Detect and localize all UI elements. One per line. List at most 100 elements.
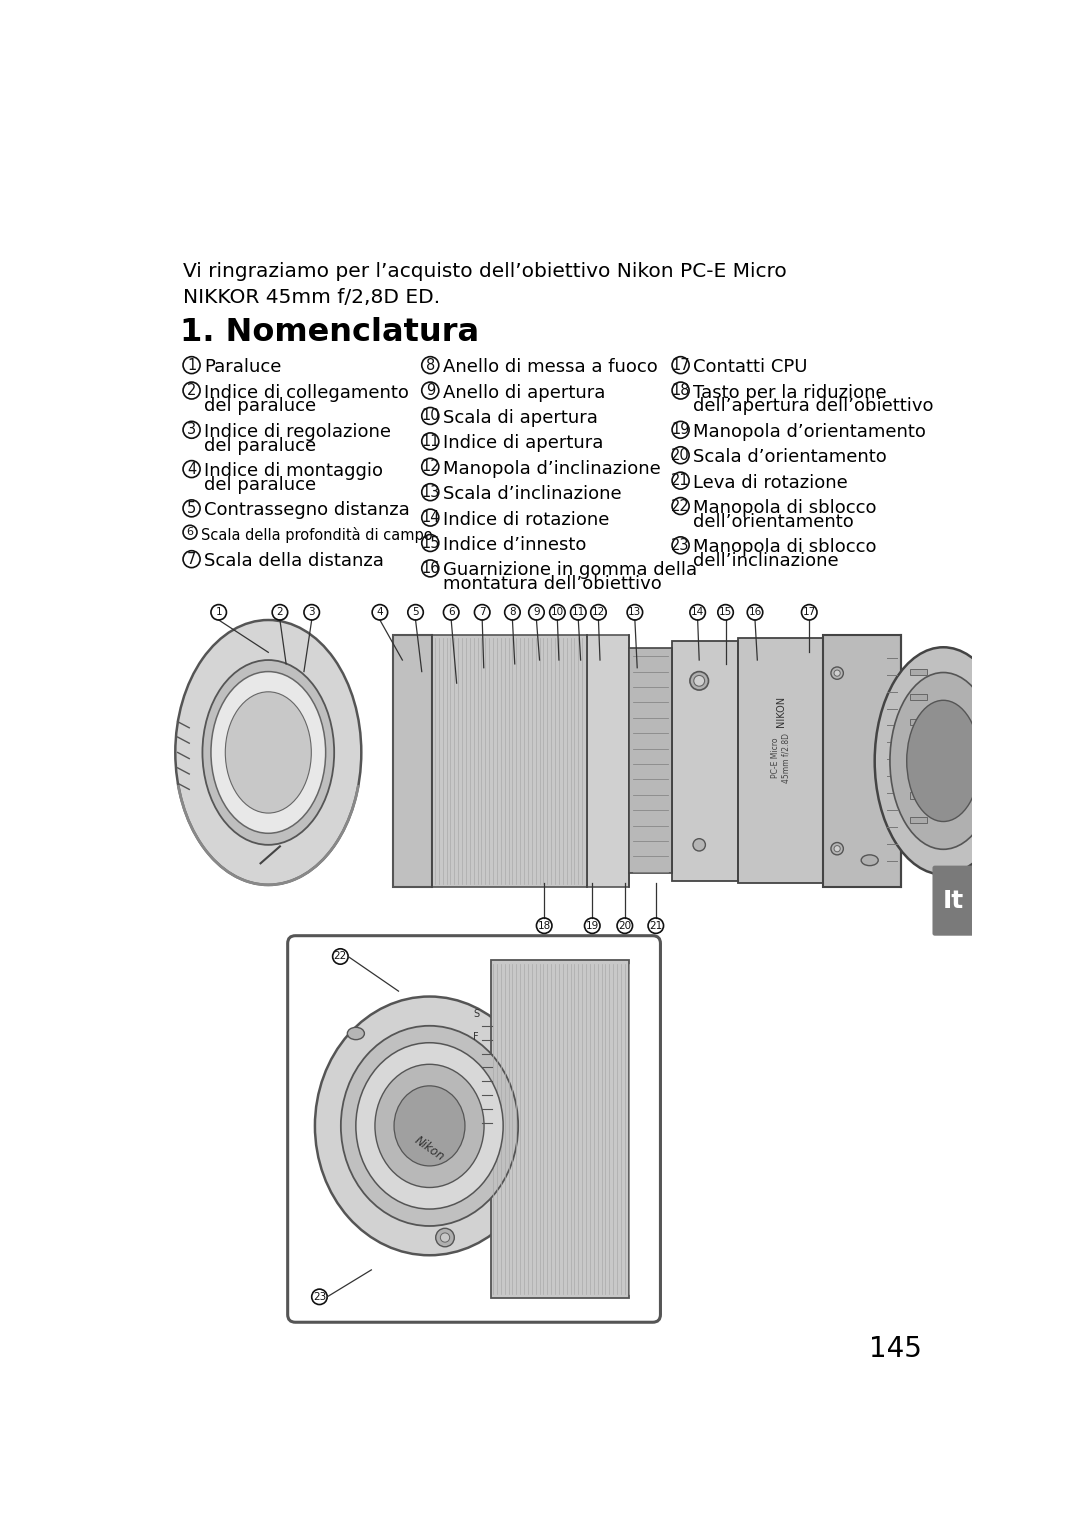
Circle shape [834,670,840,676]
Text: 1: 1 [187,358,197,373]
Text: dell’orientamento: dell’orientamento [693,513,854,531]
Text: Manopola di sblocco: Manopola di sblocco [693,539,877,557]
Text: Anello di messa a fuoco: Anello di messa a fuoco [443,358,658,376]
Text: 19: 19 [585,921,599,930]
Ellipse shape [202,661,334,845]
Text: Nikon: Nikon [413,1134,447,1164]
Text: 1: 1 [215,607,222,618]
Text: 21: 21 [672,473,690,489]
Text: 14: 14 [691,607,704,618]
Text: del paraluce: del paraluce [204,476,316,495]
Ellipse shape [861,855,878,866]
Text: 1. Nomenclatura: 1. Nomenclatura [180,318,480,349]
Text: Indice di montaggio: Indice di montaggio [204,463,383,479]
Text: 3: 3 [309,607,315,618]
Text: 10: 10 [421,408,440,423]
Ellipse shape [890,673,997,849]
Bar [910,767,927,775]
Text: Manopola d’orientamento: Manopola d’orientamento [693,423,926,441]
Text: 14: 14 [421,510,440,525]
Text: It: It [943,889,964,913]
Text: Guarnizione in gomma della: Guarnizione in gomma della [443,562,697,580]
Bar [393,635,432,887]
Text: dell’apertura dell’obiettivo: dell’apertura dell’obiettivo [693,397,933,416]
Bar [672,641,738,881]
Text: 145: 145 [868,1335,921,1364]
Text: 17: 17 [672,358,690,373]
Circle shape [831,843,843,855]
Text: 18: 18 [538,921,551,930]
Text: 2: 2 [187,384,197,399]
Bar [432,635,586,887]
Text: 20: 20 [618,921,632,930]
Text: S: S [473,1009,480,1020]
Text: Leva di rotazione: Leva di rotazione [693,473,848,492]
Ellipse shape [315,997,544,1256]
Bar [823,635,901,887]
Ellipse shape [394,1085,465,1166]
Bar [910,718,927,724]
Text: Tasto per la riduzione: Tasto per la riduzione [693,384,887,402]
Text: montatura dell’obiettivo: montatura dell’obiettivo [443,575,661,594]
Text: Vi ringraziamo per l’acquisto dell’obiettivo Nikon PC-E Micro: Vi ringraziamo per l’acquisto dell’obiet… [183,262,787,282]
Text: Scala d’orientamento: Scala d’orientamento [693,449,887,466]
Text: 3: 3 [187,422,197,437]
Text: F: F [473,1032,478,1043]
Ellipse shape [907,700,980,822]
Text: NIKON: NIKON [775,696,785,728]
Ellipse shape [690,671,708,689]
Ellipse shape [175,619,362,884]
Text: 21: 21 [649,921,662,930]
FancyBboxPatch shape [287,936,661,1323]
Text: 9: 9 [534,607,540,618]
Bar [910,817,927,823]
Text: 4: 4 [377,607,383,618]
Bar [630,648,672,874]
Ellipse shape [375,1064,484,1187]
Text: PC-E Micro
45mm f/2.8D: PC-E Micro 45mm f/2.8D [771,732,791,782]
Bar [910,793,927,799]
Circle shape [834,846,840,852]
Text: 16: 16 [421,562,440,575]
Bar [738,639,823,883]
Text: Scala della distanza: Scala della distanza [204,552,383,571]
Text: 19: 19 [672,422,690,437]
Ellipse shape [693,839,705,851]
Circle shape [831,667,843,679]
Text: 15: 15 [421,536,440,551]
Text: Indice di apertura: Indice di apertura [443,434,603,452]
Bar [910,670,927,676]
Ellipse shape [341,1026,518,1227]
Text: 12: 12 [421,460,440,475]
Text: 22: 22 [672,499,690,513]
Text: NIKKOR 45mm f/2,8D ED.: NIKKOR 45mm f/2,8D ED. [183,288,441,307]
Text: 22: 22 [334,951,347,962]
Bar [586,635,630,887]
Text: Contrassegno distanza: Contrassegno distanza [204,501,409,519]
Text: Contatti CPU: Contatti CPU [693,358,808,376]
Text: 8: 8 [509,607,516,618]
Ellipse shape [875,647,1012,875]
Bar [910,743,927,749]
Text: 16: 16 [748,607,761,618]
Text: Indice di rotazione: Indice di rotazione [443,511,609,528]
Text: 18: 18 [672,384,690,399]
Text: del paraluce: del paraluce [204,397,316,416]
Circle shape [441,1233,449,1242]
Text: 15: 15 [719,607,732,618]
Bar [490,960,630,1298]
Text: 9: 9 [426,384,435,399]
Text: Scala di apertura: Scala di apertura [443,409,597,428]
Text: 2: 2 [276,607,283,618]
Text: 6: 6 [187,527,193,537]
Text: 5: 5 [413,607,419,618]
Text: del paraluce: del paraluce [204,437,316,455]
Text: 4: 4 [187,461,197,476]
Ellipse shape [211,671,326,833]
Ellipse shape [355,1043,503,1208]
Text: 23: 23 [313,1292,326,1301]
Text: 5: 5 [187,501,197,516]
Text: 17: 17 [802,607,815,618]
Text: 13: 13 [629,607,642,618]
Text: 13: 13 [421,484,440,499]
